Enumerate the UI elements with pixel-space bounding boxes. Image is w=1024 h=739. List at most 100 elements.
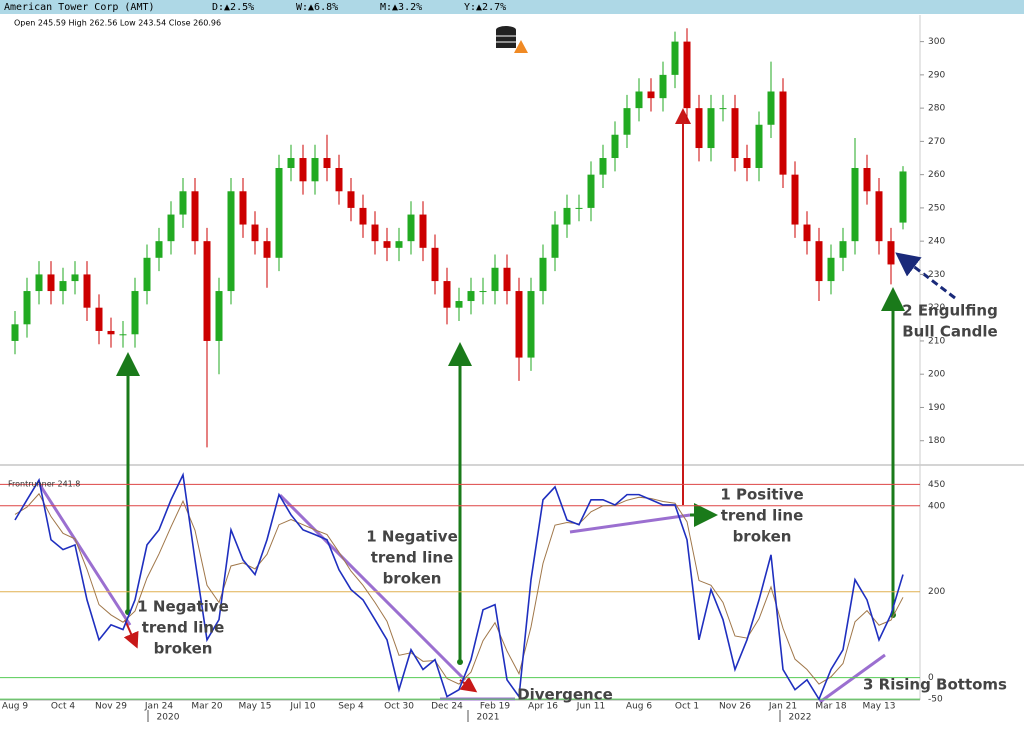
annotation: broken xyxy=(154,640,213,658)
legend: Frontrunner 241.8 xyxy=(8,480,80,489)
year-label: 2020 xyxy=(157,713,180,723)
candle-body xyxy=(131,291,139,335)
candle-body xyxy=(887,241,895,265)
x-tick-label: Feb 19 xyxy=(480,702,511,712)
candle-body xyxy=(467,291,475,302)
candle-body xyxy=(155,241,163,258)
x-tick-label: Jan 21 xyxy=(768,702,797,712)
candle-body xyxy=(347,191,355,208)
candle-body xyxy=(827,257,835,282)
candle-body xyxy=(671,41,679,75)
annotation: broken xyxy=(733,528,792,546)
x-tick-label: Aug 9 xyxy=(2,702,28,712)
y-tick-label: 250 xyxy=(928,203,945,213)
candle-body xyxy=(371,224,379,242)
annotation: 2 Engulfing xyxy=(902,302,998,320)
x-tick-label: May 13 xyxy=(863,702,896,712)
annotations xyxy=(38,108,956,704)
y-tick-label: 210 xyxy=(928,336,945,346)
oscillator-line xyxy=(14,472,904,701)
candle-body xyxy=(839,241,847,258)
candle-body xyxy=(167,214,175,242)
year-label: 2021 xyxy=(477,713,500,723)
candle-body xyxy=(287,158,295,168)
header-stat: D:▲2.5% xyxy=(212,2,254,13)
x-tick-label: Sep 4 xyxy=(338,702,364,712)
candle-body xyxy=(431,247,439,282)
candle-body xyxy=(203,241,211,341)
candle-body xyxy=(395,241,403,248)
candle-body xyxy=(479,291,487,293)
annotation: broken xyxy=(383,570,442,588)
y-tick-label: 0 xyxy=(928,673,934,683)
candle-body xyxy=(515,291,523,358)
candle-body xyxy=(647,91,655,99)
candle-body xyxy=(731,108,739,159)
candle-body xyxy=(527,291,535,358)
candle-body xyxy=(455,301,463,308)
annotation: 3 Rising Bottoms xyxy=(863,676,1007,694)
y-tick-label: 270 xyxy=(928,137,945,147)
x-tick-label: Oct 30 xyxy=(384,702,414,712)
candle-body xyxy=(35,274,43,292)
candle-body xyxy=(71,274,79,282)
candle-body xyxy=(59,281,67,292)
header-stat: M:▲3.2% xyxy=(380,2,422,13)
candle-body xyxy=(275,167,283,258)
candle-body xyxy=(635,91,643,109)
y-tick-label: 200 xyxy=(928,370,945,380)
x-tick-label: Mar 20 xyxy=(191,702,223,712)
ohlc-text: Open 245.59 High 262.56 Low 243.54 Close… xyxy=(14,19,221,28)
candle-body xyxy=(539,257,547,292)
y-tick-label: 180 xyxy=(928,436,945,446)
candle-body xyxy=(47,274,55,292)
candle-body xyxy=(23,291,31,325)
x-tick-label: Apr 16 xyxy=(528,702,558,712)
y-tick-label: 400 xyxy=(928,501,945,511)
candle-body xyxy=(791,174,799,225)
annotation: trend line xyxy=(721,507,804,525)
candle-body xyxy=(491,267,499,292)
annotation: Divergence xyxy=(517,686,613,704)
x-tick-label: Jun 11 xyxy=(576,702,605,712)
candle-body xyxy=(407,214,415,242)
candle-body xyxy=(779,91,787,175)
candle-body xyxy=(215,291,223,341)
x-tick-label: Nov 29 xyxy=(95,702,127,712)
y-tick-label: 280 xyxy=(928,104,945,114)
candle-body xyxy=(863,167,871,192)
candle-body xyxy=(815,241,823,282)
candle-body xyxy=(851,167,859,242)
annotation: trend line xyxy=(371,549,454,567)
y-tick-label: 300 xyxy=(928,37,945,47)
candle-body xyxy=(719,108,727,110)
year-label: 2022 xyxy=(789,713,812,723)
candle-body xyxy=(875,191,883,242)
y-tick-label: 200 xyxy=(928,587,945,597)
candle-body xyxy=(443,281,451,308)
candle-body xyxy=(707,108,715,149)
candle-body xyxy=(683,41,691,109)
candle-body xyxy=(119,334,127,336)
header-title: American Tower Corp (AMT) xyxy=(4,2,155,13)
x-tick-label: Jan 24 xyxy=(144,702,173,712)
candle-body xyxy=(899,171,907,223)
candle-body xyxy=(179,191,187,215)
candle-body xyxy=(323,158,331,168)
y-tick-label: 230 xyxy=(928,270,945,280)
oscillator-line xyxy=(14,492,904,685)
candle-body xyxy=(563,207,571,225)
annotation: Bull Candle xyxy=(902,323,997,341)
candle-body xyxy=(755,124,763,168)
candle-body xyxy=(359,207,367,225)
candle-body xyxy=(299,158,307,182)
candle-body xyxy=(551,224,559,258)
x-tick-label: Nov 26 xyxy=(719,702,751,712)
x-tick-label: Jul 10 xyxy=(289,702,315,712)
candle-body xyxy=(803,224,811,242)
candle-body xyxy=(83,274,91,308)
x-tick-label: Mar 18 xyxy=(815,702,847,712)
candle-body xyxy=(767,91,775,125)
candle-body xyxy=(599,158,607,175)
